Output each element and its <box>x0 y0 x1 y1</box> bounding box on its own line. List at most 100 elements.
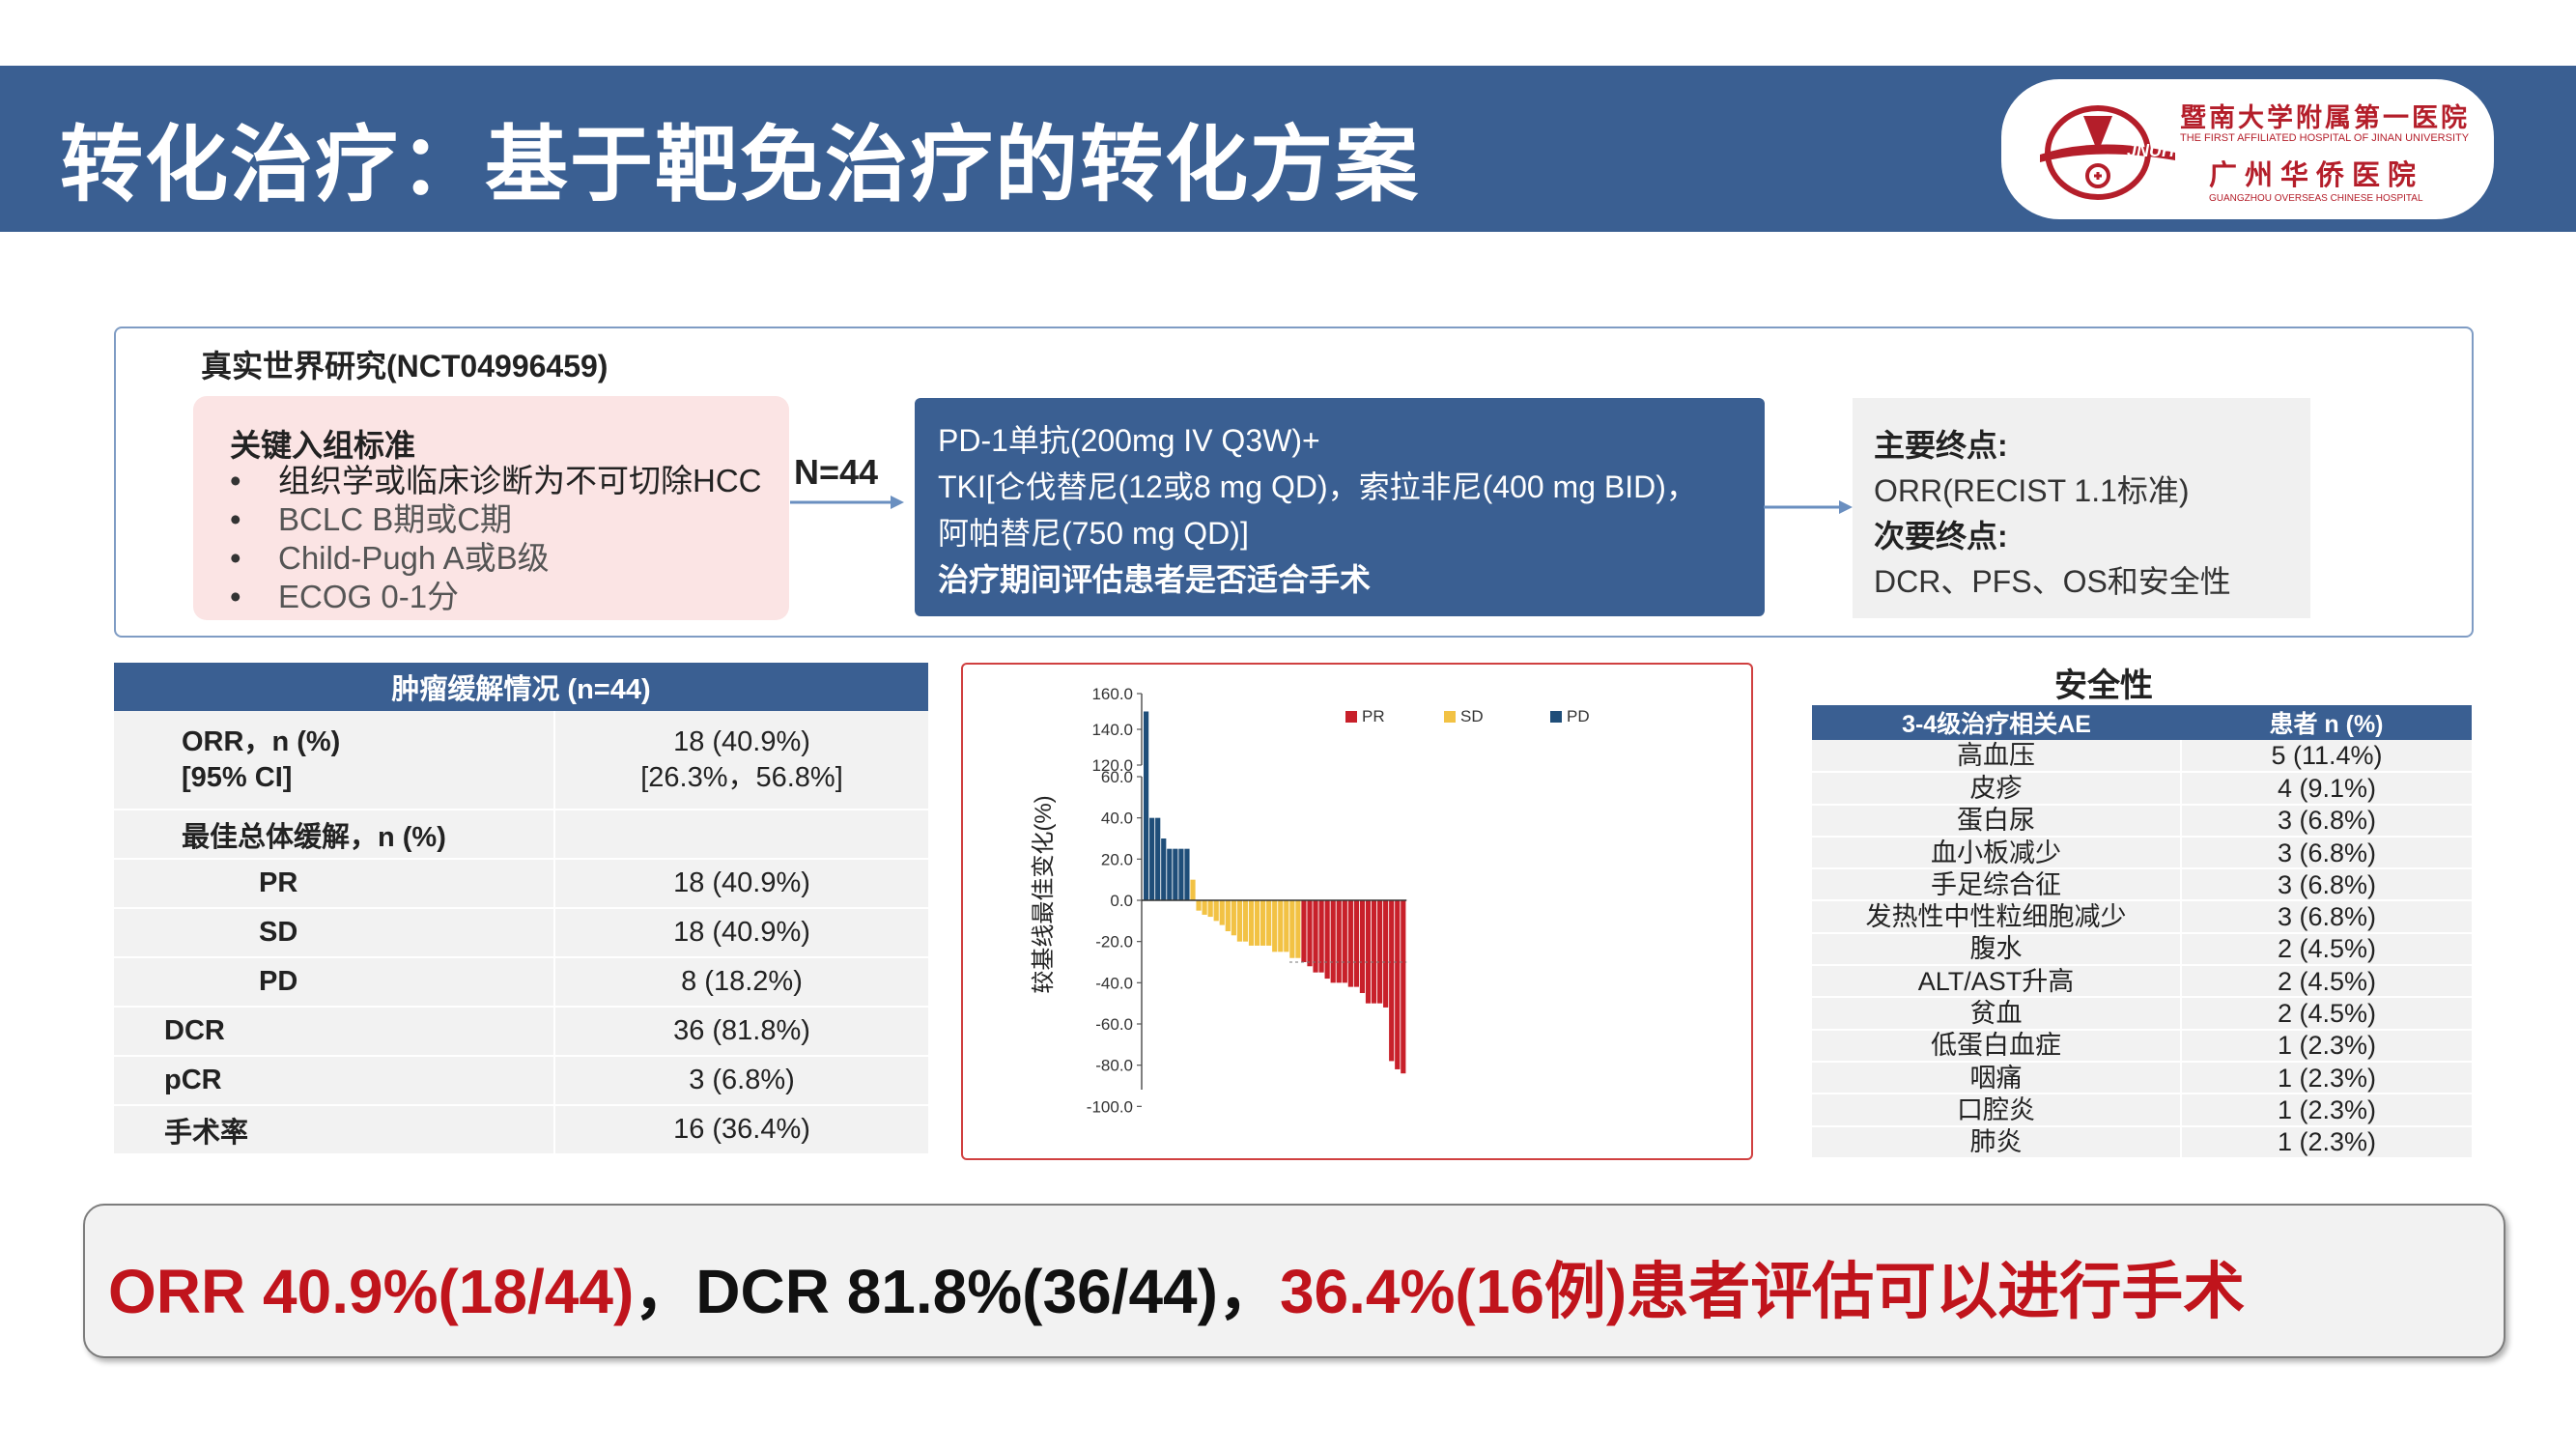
waterfall-bar <box>1184 848 1190 900</box>
waterfall-bar <box>1307 900 1313 967</box>
row-value: 3 (6.8%) <box>553 1056 928 1106</box>
row-value: 36 (81.8%) <box>553 1007 928 1057</box>
row-label: SD <box>114 908 554 958</box>
safety-col-ae: 3-4级治疗相关AE <box>1812 705 2181 740</box>
orr-value-line: 18 (40.9%) <box>673 725 810 757</box>
ae-count: 3 (6.8%) <box>2180 900 2472 934</box>
waterfall-bar <box>1377 900 1383 1004</box>
ae-name: 皮疹 <box>1812 772 2181 806</box>
safety-title: 安全性 <box>2054 668 2153 704</box>
waterfall-bar <box>1289 900 1295 958</box>
logo-chinese-name-2: 广州华侨医院 <box>2209 158 2424 191</box>
page-title: 转化治疗：基于靶免治疗的转化方案 <box>60 119 1420 212</box>
safety-col-n: 患者 n (%) <box>2181 705 2472 740</box>
study-title: 真实世界研究(NCT04996459) <box>201 349 609 384</box>
ae-count: 2 (4.5%) <box>2180 932 2472 967</box>
legend-swatch <box>1444 711 1456 723</box>
conclusion-separator: ， <box>1217 1257 1280 1326</box>
y-axis-label: 较基线最佳变化(%) <box>1031 795 1057 993</box>
response-table-header: 肿瘤缓解情况 (n=44) <box>114 663 928 711</box>
y-tick-label: 160.0 <box>1091 685 1133 703</box>
waterfall-bar <box>1324 900 1330 980</box>
safety-table: 3-4级治疗相关AE 患者 n (%) 高血压 5 (11.4%) 皮疹 4 (9.1… <box>1812 705 2472 1159</box>
waterfall-bar <box>1236 900 1242 942</box>
orr-label: ORR，n (%) [95% CI] <box>114 711 554 810</box>
waterfall-bar <box>1353 900 1359 987</box>
ae-name: 蛋白尿 <box>1812 804 2181 838</box>
waterfall-bar <box>1161 838 1167 900</box>
ae-name: 咽痛 <box>1812 1061 2181 1095</box>
treatment-line: TKI[仑伐替尼(12或8 mg QD)，索拉非尼(400 mg BID)， <box>938 469 1697 504</box>
waterfall-bar <box>1173 848 1178 900</box>
y-tick-label: 120.0 <box>1091 756 1133 775</box>
waterfall-bar <box>1336 900 1342 983</box>
inclusion-item: BCLC B期或C期 <box>230 500 762 539</box>
waterfall-bar <box>1190 879 1196 900</box>
inclusion-item: ECOG 0-1分 <box>230 578 762 616</box>
ae-count: 1 (2.3%) <box>2180 1094 2472 1127</box>
hospital-emblem-icon: JNUH <box>2040 105 2175 200</box>
waterfall-chart: 160.0 140.0 120.060.0 40.0 20.0 0.0 -20.0 -40.0… <box>1031 685 1590 1116</box>
table-row: 口腔炎 1 (2.3%) <box>1812 1094 2472 1127</box>
orr-ci-label: [95% CI] <box>182 761 293 793</box>
ae-name: 贫血 <box>1812 997 2181 1031</box>
waterfall-bar <box>1383 900 1389 1008</box>
inclusion-item: Child-Pugh A或B级 <box>230 539 762 578</box>
waterfall-bar <box>1196 900 1202 911</box>
best-overall-label: 最佳总体缓解，n (%) <box>114 810 554 860</box>
table-row: PD 8 (18.2%) <box>114 957 928 1008</box>
waterfall-bar <box>1155 817 1161 900</box>
waterfall-bar <box>1254 900 1260 946</box>
logo-english-name-2: GUANGZHOU OVERSEAS CHINESE HOSPITAL <box>2209 193 2423 204</box>
waterfall-bar <box>1202 900 1207 915</box>
row-label: PD <box>114 957 554 1008</box>
table-row: 发热性中性粒细胞减少 3 (6.8%) <box>1812 900 2472 934</box>
primary-endpoint: ORR(RECIST 1.1标准) <box>1874 473 2190 508</box>
table-row: 高血压 5 (11.4%) <box>1812 740 2472 774</box>
y-tick-label: 140.0 <box>1091 721 1133 739</box>
waterfall-bar <box>1248 900 1255 946</box>
ae-count: 2 (4.5%) <box>2180 997 2472 1031</box>
y-tick-label: -40.0 <box>1095 974 1133 992</box>
waterfall-bar <box>1167 848 1173 900</box>
waterfall-bar <box>1395 900 1401 1069</box>
waterfall-bar <box>1213 900 1219 922</box>
ae-name: 口腔炎 <box>1812 1094 2181 1127</box>
logo-english-name-1: THE FIRST AFFILIATED HOSPITAL OF JINAN U… <box>2180 132 2470 144</box>
arrow-right-icon <box>1764 500 1853 514</box>
y-tick-label: -100.0 <box>1087 1097 1133 1116</box>
table-cell <box>553 810 928 860</box>
table-row: 手术率 16 (36.4%) <box>114 1105 928 1155</box>
table-row: 皮疹 4 (9.1%) <box>1812 772 2472 806</box>
inclusion-title: 关键入组标准 <box>230 428 416 463</box>
treatment-line: 阿帕替尼(750 mg QD)] <box>938 516 1249 551</box>
ae-count: 3 (6.8%) <box>2180 804 2472 838</box>
orr-label-line: ORR，n (%) <box>182 725 341 757</box>
waterfall-bar <box>1144 711 1149 900</box>
table-row: 血小板减少 3 (6.8%) <box>1812 836 2472 870</box>
waterfall-bar <box>1242 900 1249 942</box>
row-label: PR <box>114 859 554 909</box>
waterfall-bar <box>1178 848 1184 900</box>
treatment-line: PD-1单抗(200mg IV Q3W)+ <box>938 423 1320 458</box>
waterfall-bar <box>1359 900 1366 993</box>
hospital-logo: JNUH 暨南大学附属第一医院 THE FIRST AFFILIATED HOS… <box>2001 79 2494 219</box>
inclusion-item: 组织学或临床诊断为不可切除HCC <box>230 462 762 500</box>
y-tick-label: -80.0 <box>1095 1057 1133 1075</box>
row-value: 8 (18.2%) <box>553 957 928 1008</box>
row-value: 18 (40.9%) <box>553 908 928 958</box>
orr-ci-value: [26.3%，56.8%] <box>640 761 843 793</box>
y-tick-label: 20.0 <box>1101 850 1133 868</box>
table-row: 肺炎 1 (2.3%) <box>1812 1125 2472 1159</box>
conclusion-orr: ORR 40.9%(18/44) <box>108 1257 635 1326</box>
y-tick-label: -60.0 <box>1095 1015 1133 1034</box>
svg-text:JNUH: JNUH <box>2127 141 2175 160</box>
table-row: 低蛋白血症 1 (2.3%) <box>1812 1029 2472 1063</box>
ae-count: 2 (4.5%) <box>2180 965 2472 999</box>
conclusion-banner <box>83 1204 2505 1358</box>
table-row: DCR 36 (81.8%) <box>114 1007 928 1057</box>
waterfall-bar <box>1225 900 1231 931</box>
table-row: 蛋白尿 3 (6.8%) <box>1812 804 2472 838</box>
table-row: SD 18 (40.9%) <box>114 908 928 958</box>
sample-size-label: N=44 <box>794 452 879 492</box>
